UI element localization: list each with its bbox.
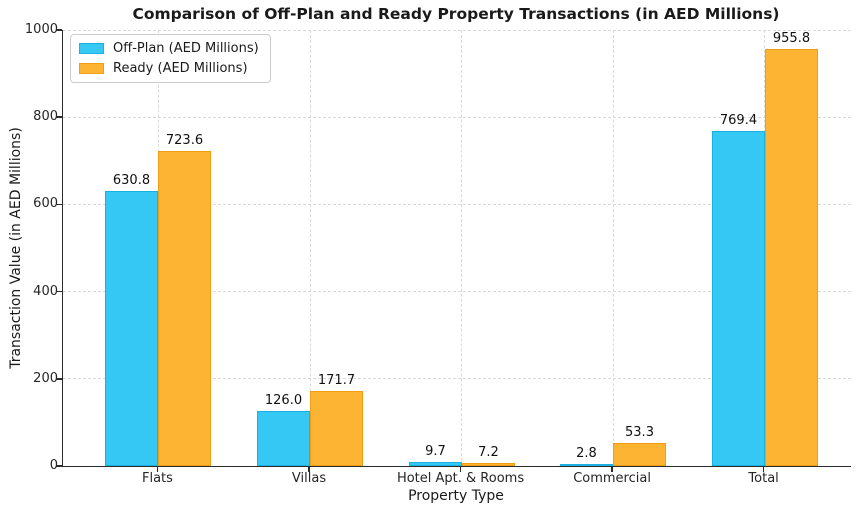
chart-title: Comparison of Off-Plan and Ready Propert…: [132, 5, 780, 23]
bar-ready: [613, 443, 666, 466]
y-tick-mark: [56, 116, 62, 118]
y-tick-mark: [56, 465, 62, 467]
bar-ready: [765, 49, 818, 466]
x-tick-label: Flats: [142, 471, 173, 486]
bar-value-label: 630.8: [112, 173, 151, 188]
y-tick-label: 0: [49, 458, 58, 473]
bar-offplan: [712, 131, 765, 466]
bar-ready: [462, 463, 515, 466]
x-tick-mark: [308, 467, 310, 472]
bar-value-label: 7.2: [478, 445, 499, 460]
x-tick-mark: [459, 467, 462, 472]
y-tick-mark: [56, 29, 62, 31]
bar-value-label: 769.4: [719, 113, 758, 128]
bar-value-label: 2.8: [576, 446, 597, 461]
bar-value-label: 126.0: [264, 393, 303, 408]
v-gridline: [612, 30, 614, 466]
bar-value-label: 9.7: [425, 444, 446, 459]
y-tick-label: 400: [33, 283, 58, 299]
legend-item: Off-Plan (AED Millions): [79, 41, 259, 56]
legend-swatch: [79, 63, 104, 74]
bar-offplan: [409, 462, 462, 466]
x-tick-mark: [156, 467, 159, 472]
y-tick-label: 1000: [24, 22, 58, 37]
v-gridline: [309, 30, 311, 466]
x-tick-label: Commercial: [573, 471, 651, 486]
bar-value-label: 171.7: [317, 373, 356, 388]
x-tick-mark: [611, 467, 613, 472]
x-tick-label: Villas: [291, 471, 327, 486]
y-tick-label: 800: [33, 109, 58, 125]
bar-offplan: [257, 411, 310, 466]
plot-area: Off-Plan (AED Millions) Ready (AED Millio…: [62, 29, 851, 467]
legend-items: Off-Plan (AED Millions) Ready (AED Millio…: [79, 41, 259, 76]
legend: Off-Plan (AED Millions) Ready (AED Millio…: [70, 34, 271, 83]
x-tick-mark: [762, 467, 765, 472]
h-gridline: [63, 29, 851, 31]
bar-value-label: 955.8: [772, 31, 811, 46]
y-tick-label: 200: [33, 370, 58, 386]
y-tick-mark: [56, 378, 62, 380]
bar-value-label: 53.3: [625, 425, 654, 440]
legend-item: Ready (AED Millions): [79, 61, 259, 76]
bar-ready: [158, 151, 211, 466]
x-tick-label: Hotel Apt. & Rooms: [396, 471, 525, 486]
h-gridline: [63, 291, 851, 293]
h-gridline: [63, 116, 851, 118]
v-gridline: [461, 30, 463, 466]
h-gridline: [63, 378, 851, 380]
y-tick-mark: [56, 290, 62, 293]
legend-label: Off-Plan (AED Millions): [113, 41, 259, 56]
y-tick-mark: [56, 203, 62, 206]
y-tick-label: 600: [33, 196, 58, 212]
bar-offplan: [560, 464, 613, 466]
legend-swatch: [79, 43, 104, 54]
bar-value-label: 723.6: [165, 133, 204, 148]
legend-label: Ready (AED Millions): [113, 61, 248, 76]
bar-ready: [310, 391, 363, 466]
h-gridline: [63, 203, 851, 205]
bar-offplan: [105, 191, 158, 466]
y-axis-title: Transaction Value (in AED Millions): [8, 127, 24, 369]
x-axis-title: Property Type: [408, 488, 504, 504]
x-tick-label: Total: [748, 471, 779, 486]
